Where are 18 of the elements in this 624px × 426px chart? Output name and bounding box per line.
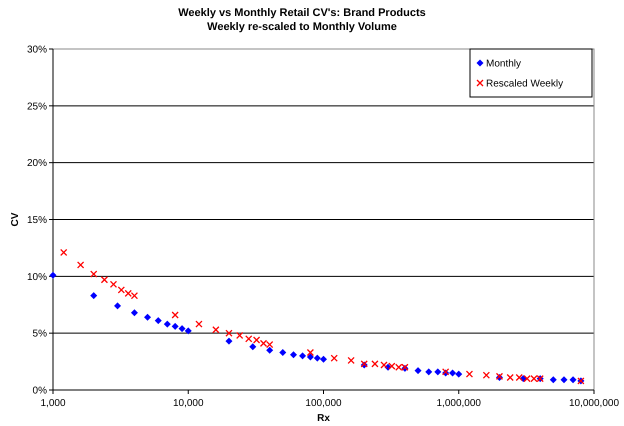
legend-label: Monthly (486, 58, 522, 70)
y-tick-label: 25% (26, 101, 48, 112)
x-axis-title: Rx (317, 413, 330, 424)
x-tick-label: 10,000,000 (568, 398, 620, 409)
y-axis-title: CV (10, 212, 21, 226)
y-tick-label: 30% (26, 44, 48, 56)
y-tick-label: 5% (32, 328, 48, 340)
legend-label: Rescaled Weekly (486, 78, 564, 90)
y-tick-label: 20% (26, 158, 48, 170)
y-tick-label: 0% (32, 386, 48, 396)
x-tick-label: 10,000 (172, 398, 204, 409)
chart-title: Weekly vs Monthly Retail CV's: Brand Products (178, 7, 426, 19)
chart-subtitle: Weekly re-scaled to Monthly Volume (207, 21, 397, 33)
x-tick-label: 1,000,000 (436, 398, 482, 409)
x-tick-label: 1,000 (40, 398, 66, 409)
y-tick-label: 10% (26, 272, 48, 283)
x-tick-label: 100,000 (305, 398, 342, 409)
y-tick-label: 15% (26, 215, 48, 226)
